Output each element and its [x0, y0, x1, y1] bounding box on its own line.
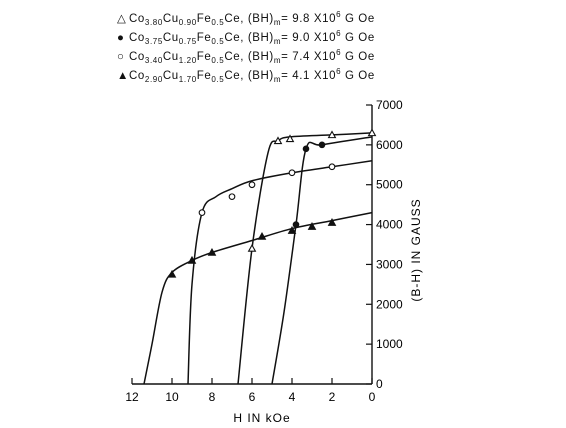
- y-tick-label: 4000: [376, 218, 403, 232]
- legend-sub: 0.5: [211, 18, 225, 28]
- data-point-triangle-open: [367, 128, 377, 137]
- legend-text: Co: [129, 50, 145, 63]
- data-point-circle-open: [248, 181, 256, 189]
- legend-sub: 0.90: [178, 18, 197, 28]
- series-markers: [167, 128, 377, 278]
- legend-text: Ce, (BH): [224, 50, 274, 63]
- x-tick-label: 10: [165, 390, 179, 404]
- legend-sub: 3.80: [144, 18, 163, 28]
- legend-entry: ○ Co3.40Cu1.20Fe0.5Ce, (BH)m= 7.4 X106 G …: [117, 48, 375, 65]
- data-point-circle-open: [198, 209, 206, 216]
- legend-text: Fe: [196, 69, 212, 82]
- data-point-circle-filled: [302, 145, 310, 153]
- legend-text: G Oe: [341, 69, 375, 82]
- y-tick-label: 7000: [376, 98, 403, 112]
- legend-sup: 6: [336, 48, 342, 57]
- data-point-triangle-filled: [257, 231, 267, 240]
- x-tick-label: 0: [369, 390, 376, 404]
- legend-text: Fe: [196, 31, 212, 44]
- legend-sub: 0.5: [211, 75, 225, 85]
- legend-text: = 7.4 X10: [281, 50, 337, 63]
- data-point-triangle-filled: [207, 247, 217, 256]
- series-curves: [143, 132, 373, 385]
- data-point-circle-filled: [292, 221, 300, 228]
- legend-text: = 4.1 X10: [281, 69, 337, 82]
- legend-text: Co: [129, 12, 145, 25]
- data-point-triangle-open: [273, 136, 283, 145]
- legend-sup: 6: [336, 29, 342, 38]
- axes: 12 10 8 6 4 2 00 1000 2000 3000 4000 5000 6000 7000: [125, 98, 403, 404]
- y-tick-label: 0: [376, 377, 383, 391]
- legend-entry: ▲Co2.90Cu1.70Fe0.5Ce, (BH)m= 4.1 X106 G …: [117, 67, 375, 84]
- series-line-triangle-filled: [143, 211, 373, 385]
- legend-sub: 1.70: [178, 75, 197, 85]
- legend-text: Ce, (BH): [224, 31, 274, 44]
- y-tick-label: 2000: [376, 297, 403, 311]
- series-line-circle-open: [187, 160, 373, 385]
- legend-text: = 9.8 X10: [281, 12, 337, 25]
- legend-text: Cu: [162, 31, 179, 44]
- data-point-triangle-open: [247, 243, 257, 252]
- x-tick-label: 4: [289, 390, 296, 404]
- legend-symbol: ▲: [117, 69, 129, 82]
- legend-symbol: △: [117, 12, 127, 25]
- legend-sub: 3.40: [144, 56, 163, 66]
- legend-sub: 0.5: [211, 37, 225, 47]
- legend-text: Co: [129, 31, 145, 44]
- y-tick-label: 5000: [376, 178, 403, 192]
- legend-symbol: ●: [117, 31, 125, 44]
- data-point-triangle-open: [327, 130, 337, 139]
- legend-sup: 6: [336, 67, 342, 76]
- legend-sub: 3.75: [144, 37, 163, 47]
- legend-text: Cu: [162, 69, 179, 82]
- legend-text: Fe: [196, 50, 212, 63]
- legend-sub: m: [273, 75, 282, 85]
- legend-sup: 6: [336, 10, 342, 19]
- legend-text: = 9.0 X10: [281, 31, 337, 44]
- legend-text: G Oe: [341, 12, 375, 25]
- data-point-triangle-filled: [287, 226, 297, 234]
- y-axis-label: (B-H) IN GAUSS: [409, 198, 423, 301]
- data-point-circle-open: [288, 169, 296, 177]
- legend-text: Ce, (BH): [224, 69, 274, 82]
- legend-sub: m: [273, 37, 282, 47]
- y-tick-label: 6000: [376, 138, 403, 152]
- data-point-triangle-filled: [307, 222, 317, 230]
- data-point-triangle-filled: [167, 269, 177, 278]
- legend-text: G Oe: [341, 50, 375, 63]
- data-point-circle-filled: [318, 141, 326, 149]
- x-tick-label: 8: [209, 390, 216, 404]
- legend-sub: m: [273, 56, 282, 66]
- legend-text: Ce, (BH): [224, 12, 274, 25]
- legend-sub: 0.5: [211, 56, 225, 66]
- y-tick-label: 1000: [376, 337, 403, 351]
- legend-text: Co: [129, 69, 145, 82]
- data-point-circle-open: [328, 163, 336, 171]
- legend-text: Cu: [162, 50, 179, 63]
- data-point-triangle-filled: [327, 218, 337, 226]
- x-tick-label: 12: [125, 390, 139, 404]
- data-point-triangle-filled: [187, 255, 197, 264]
- x-tick-label: 2: [329, 390, 336, 404]
- legend-entry: ● Co3.75Cu0.75Fe0.5Ce, (BH)m= 9.0 X106 G …: [117, 29, 375, 46]
- data-point-circle-open: [228, 193, 236, 201]
- legend-entry: △ Co3.80Cu0.90Fe0.5Ce, (BH)m= 9.8 X106 G …: [117, 10, 375, 27]
- legend-sub: 2.90: [144, 75, 163, 85]
- legend-sub: 1.20: [178, 56, 197, 66]
- x-axis-label: H IN kOe: [233, 411, 290, 425]
- legend-sub: m: [273, 18, 282, 28]
- data-point-triangle-open: [285, 134, 295, 143]
- legend-sub: 0.75: [178, 37, 197, 47]
- x-tick-label: 6: [249, 390, 256, 404]
- legend-text: Fe: [196, 12, 212, 25]
- legend-symbol: ○: [117, 50, 125, 63]
- y-tick-label: 3000: [376, 257, 403, 271]
- legend-text: Cu: [162, 12, 179, 25]
- legend-text: G Oe: [341, 31, 375, 44]
